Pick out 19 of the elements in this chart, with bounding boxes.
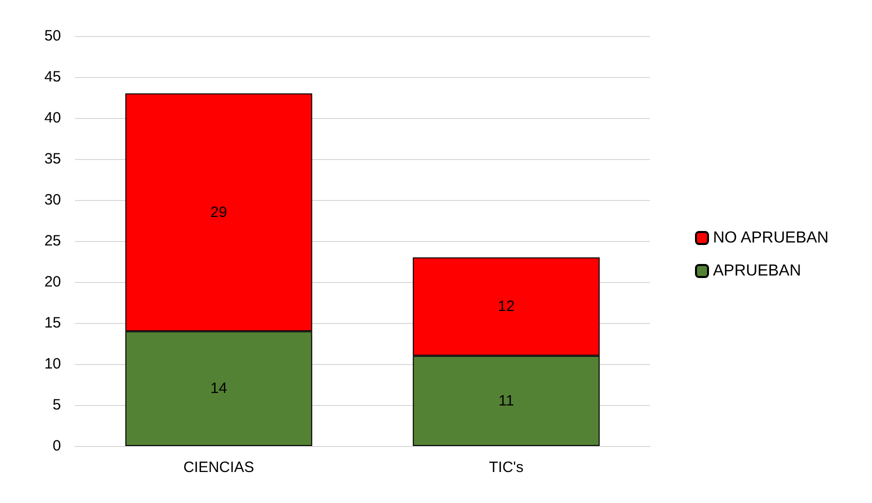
y-tick-label: 0 — [52, 438, 61, 454]
y-tick-label: 10 — [44, 356, 61, 372]
y-tick-label: 25 — [44, 232, 61, 250]
y-tick-label: 15 — [44, 314, 61, 332]
y-tick-label: 30 — [44, 192, 61, 208]
data-label: 11 — [498, 392, 514, 410]
x-tick-label: TIC's — [488, 459, 524, 476]
y-tick-label: 40 — [44, 110, 61, 126]
y-tick-label: 20 — [44, 274, 61, 290]
x-tick-label: CIENCIAS — [183, 459, 254, 476]
legend-label: APRUEBAN — [713, 262, 802, 280]
y-tick-label: 5 — [52, 396, 61, 414]
data-label: 29 — [210, 204, 228, 221]
data-label: 14 — [210, 380, 228, 398]
y-tick-label: 35 — [44, 150, 61, 168]
y-tick-label: 50 — [44, 28, 61, 44]
data-label: 12 — [498, 298, 515, 316]
legend-label: NO APRUEBAN — [713, 230, 829, 246]
y-tick-label: 45 — [44, 68, 61, 86]
